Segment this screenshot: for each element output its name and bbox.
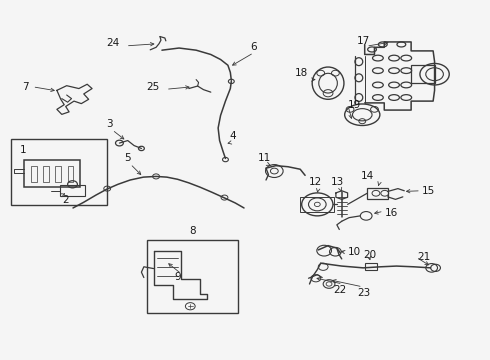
Text: 20: 20 <box>364 249 377 260</box>
Text: 22: 22 <box>334 285 347 295</box>
Text: 5: 5 <box>124 153 131 163</box>
Text: 25: 25 <box>146 82 159 93</box>
Text: 12: 12 <box>309 177 322 187</box>
Text: 3: 3 <box>106 119 113 129</box>
Bar <box>367 188 388 199</box>
Text: 2: 2 <box>63 195 70 205</box>
Bar <box>365 263 377 270</box>
Bar <box>60 185 85 196</box>
Text: 1: 1 <box>20 145 27 155</box>
Text: 6: 6 <box>250 42 257 51</box>
Text: 8: 8 <box>189 226 196 235</box>
Text: 13: 13 <box>331 177 344 187</box>
Bar <box>31 166 37 182</box>
Text: 14: 14 <box>361 171 374 181</box>
Bar <box>11 139 107 205</box>
Text: 17: 17 <box>357 36 370 45</box>
Bar <box>300 197 334 212</box>
Text: 23: 23 <box>357 288 370 298</box>
Text: 11: 11 <box>258 153 271 163</box>
Text: 21: 21 <box>417 252 430 262</box>
Text: 10: 10 <box>347 247 361 257</box>
Bar <box>24 160 80 187</box>
Bar <box>55 166 61 182</box>
Text: 15: 15 <box>422 186 435 196</box>
Text: 24: 24 <box>106 38 120 48</box>
Text: 9: 9 <box>174 272 180 282</box>
Bar <box>43 166 49 182</box>
Bar <box>411 65 435 83</box>
Text: 18: 18 <box>295 68 309 78</box>
Text: 19: 19 <box>348 100 361 111</box>
Text: 4: 4 <box>229 131 236 141</box>
Bar <box>68 166 74 182</box>
Bar <box>147 240 238 314</box>
Text: 7: 7 <box>22 82 28 92</box>
Text: 16: 16 <box>385 208 398 218</box>
